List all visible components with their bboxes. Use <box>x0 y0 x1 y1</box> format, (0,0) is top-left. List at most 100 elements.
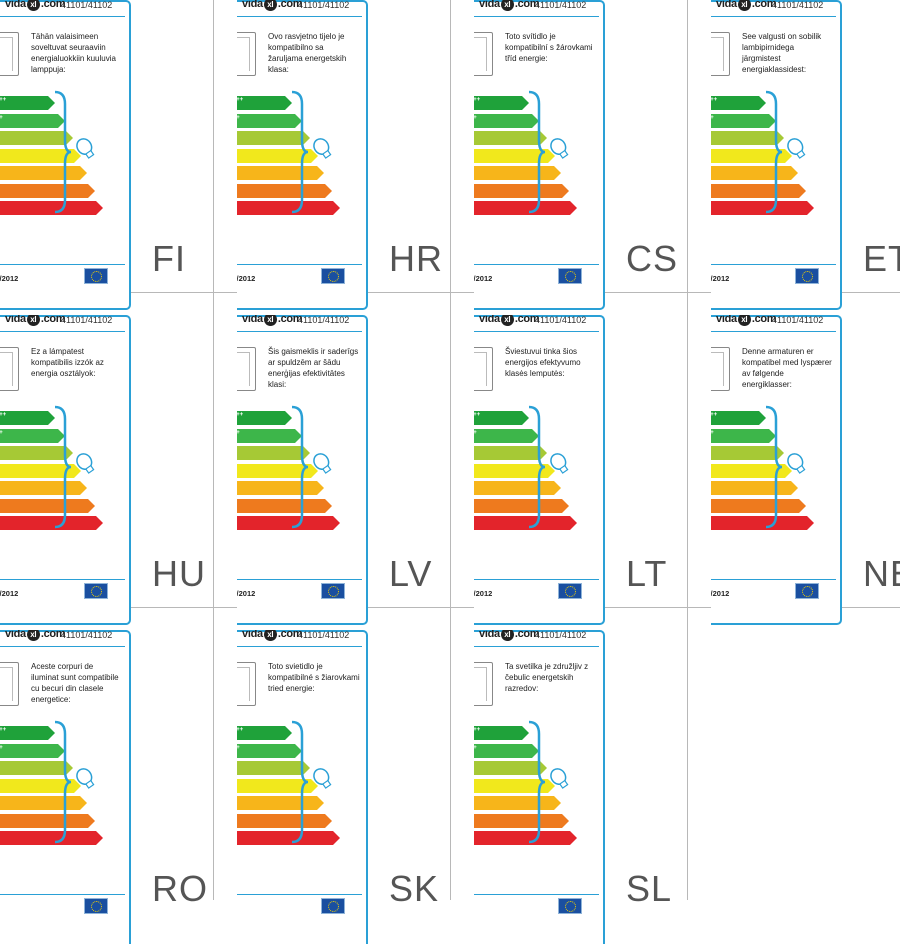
energy-class-bar: A+ <box>237 113 302 128</box>
energy-class-bar: D <box>0 183 95 198</box>
energy-class-bar: B <box>0 463 81 478</box>
luminaire-icon <box>474 347 493 391</box>
logo-text-c: .com <box>514 0 540 10</box>
energy-class-bar: A <box>0 446 73 460</box>
compatibility-text: Šis gaismeklis ir saderīgs ar spuldzēm a… <box>268 347 359 389</box>
energy-class-plus: + <box>474 744 477 751</box>
logo-text-a: vida <box>479 315 500 325</box>
energy-class-plus: ++ <box>711 412 718 418</box>
brace-icon <box>528 90 546 214</box>
energy-class-bar: A <box>474 446 547 460</box>
luminaire-icon <box>474 662 493 706</box>
model-number: 41101/41102 <box>61 315 113 325</box>
vidaxl-logo: vida xl .com <box>716 315 777 326</box>
energy-class-bar: A++ <box>474 411 529 425</box>
luminaire-icon <box>237 32 256 76</box>
energy-class-bar: D <box>711 183 806 198</box>
energy-class-bar: B <box>237 778 318 793</box>
energy-class-plus: ++ <box>0 97 7 103</box>
divider <box>711 579 836 580</box>
energy-class-bar: A <box>474 131 547 145</box>
divider <box>237 264 362 265</box>
energy-class-bar: A <box>237 131 310 145</box>
eu-flag-icon <box>558 583 582 599</box>
divider <box>474 16 599 17</box>
energy-class-bar: E <box>474 831 577 845</box>
energy-class-bar: D <box>474 813 569 828</box>
energy-class-bar: D <box>237 183 332 198</box>
model-number: 41101/41102 <box>535 630 587 640</box>
energy-class-bar: A++ <box>711 411 766 425</box>
logo-text-c: .com <box>40 630 66 640</box>
energy-class-bar: A+ <box>237 743 302 758</box>
energy-class-bar: C <box>711 481 798 495</box>
energy-class-bar: A++ <box>474 726 529 740</box>
divider <box>474 646 599 647</box>
grid-divider <box>450 0 451 900</box>
model-number: 41101/41102 <box>298 630 350 640</box>
energy-class-bar: A <box>237 446 310 460</box>
regulation-number: 874/2012 <box>474 274 493 283</box>
energy-label-card: vida xl .com 41101/41102 Šis gaismeklis ir… <box>237 315 368 625</box>
logo-text-c: .com <box>277 630 303 640</box>
label-cell-cs: vida xl .com 41101/41102 Toto svítidlo je … <box>474 0 710 314</box>
light-bulb-icon <box>313 768 332 789</box>
energy-class-bar: A <box>0 131 73 145</box>
logo-mark: xl <box>26 630 40 641</box>
energy-label-card: vida xl .com 41101/41102 Aceste corpuri de… <box>0 630 131 944</box>
logo-mark: xl <box>26 0 40 11</box>
energy-class-plus: ++ <box>237 412 244 418</box>
energy-class-bar: A++ <box>474 96 529 110</box>
vidaxl-logo: vida xl .com <box>5 0 66 11</box>
luminaire-icon <box>711 347 730 391</box>
energy-class-bar: D <box>237 498 332 513</box>
language-code: HR <box>389 238 443 279</box>
divider <box>0 646 125 647</box>
logo-text-c: .com <box>514 315 540 325</box>
divider <box>237 646 362 647</box>
logo-text-a: vida <box>5 630 26 640</box>
logo-text-a: vida <box>5 0 26 10</box>
energy-class-bar: B <box>474 148 555 163</box>
light-bulb-icon <box>76 768 95 789</box>
energy-class-bar: D <box>0 813 95 828</box>
light-bulb-icon <box>313 453 332 474</box>
divider <box>237 331 362 332</box>
energy-class-bar: C <box>711 166 798 180</box>
energy-class-bar: A <box>237 761 310 775</box>
energy-class-bar: E <box>474 201 577 215</box>
energy-class-bar: A <box>711 131 784 145</box>
logo-text-c: .com <box>277 315 303 325</box>
eu-flag-icon <box>558 268 582 284</box>
energy-class-bar: A++ <box>237 96 292 110</box>
energy-class-bar: A+ <box>0 428 65 443</box>
brace-icon <box>528 405 546 529</box>
energy-class-bar: D <box>237 813 332 828</box>
regulation-number: 874/2012 <box>0 274 19 283</box>
divider <box>0 331 125 332</box>
divider <box>474 331 599 332</box>
energy-class-bar: D <box>474 498 569 513</box>
energy-class-bar: A+ <box>237 428 302 443</box>
energy-class-plus: ++ <box>474 97 481 103</box>
energy-class-bar: B <box>237 148 318 163</box>
model-number: 41101/41102 <box>535 0 587 10</box>
divider <box>711 16 836 17</box>
energy-class-plus: ++ <box>474 727 481 733</box>
energy-class-plus: + <box>0 114 3 121</box>
energy-class-bar: B <box>0 778 81 793</box>
grid-divider <box>213 0 214 900</box>
grid-divider <box>687 0 688 900</box>
luminaire-icon <box>0 347 19 391</box>
regulation-number: 874/2012 <box>711 589 730 598</box>
divider <box>0 894 125 895</box>
energy-label-card: vida xl .com 41101/41102 Ez a lámpatest ko… <box>0 315 131 625</box>
eu-flag-icon <box>558 898 582 914</box>
luminaire-icon <box>0 32 19 76</box>
energy-label-card: vida xl .com 41101/41102 Šviestuvui tinka … <box>474 315 605 625</box>
compatibility-text: Ta svetilka je združljiv z čebulic energ… <box>505 662 589 693</box>
logo-mark: xl <box>263 0 277 11</box>
luminaire-icon <box>474 32 493 76</box>
logo-mark: xl <box>500 0 514 11</box>
divider <box>237 579 362 580</box>
